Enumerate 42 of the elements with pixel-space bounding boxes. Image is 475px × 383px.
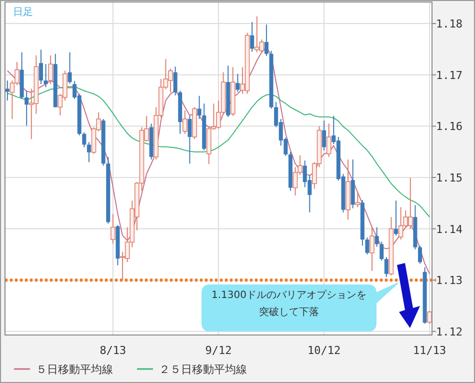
- candlestick: [384, 256, 388, 278]
- candlestick: [264, 24, 268, 56]
- x-tick-label: 8/13: [100, 344, 126, 357]
- candlestick: [370, 227, 374, 272]
- candlestick: [365, 237, 370, 255]
- candlestick: [355, 192, 360, 208]
- y-tick-label: 1.15: [436, 171, 462, 184]
- annotation: 1.1300ドルのバリアオプションを突破して下落: [210, 288, 368, 320]
- candlestick: [44, 64, 48, 88]
- candlestick: [86, 142, 91, 163]
- candlestick: [110, 213, 116, 244]
- annotation: 日足: [13, 7, 33, 18]
- candlestick: [394, 200, 398, 236]
- legend-label: ５日移動平均線: [36, 363, 113, 376]
- y-tick-label: 1.17: [436, 68, 462, 82]
- candlestick: [48, 54, 53, 85]
- y-tick-label: 1.18: [436, 18, 462, 31]
- y-tick-label: 1.13: [436, 274, 462, 288]
- y-tick-label: 1.12: [436, 325, 462, 338]
- candlestick: [326, 123, 332, 158]
- candlestick: [250, 22, 254, 52]
- candlestick: [38, 49, 43, 85]
- candlestick: [197, 95, 202, 120]
- candlestick: [173, 66, 178, 96]
- candlestick: [374, 226, 379, 248]
- candlestick: [82, 132, 86, 148]
- candlestick: [188, 115, 192, 164]
- x-tick-label: 11/13: [413, 344, 446, 357]
- x-tick-label: 9/12: [205, 344, 232, 357]
- y-tick-label: 1.14: [436, 222, 463, 236]
- x-tick-label: 10/12: [307, 344, 341, 357]
- candlestick: [5, 80, 10, 102]
- legend-label: ２５日移動平均線: [159, 363, 247, 376]
- candlestick: [68, 52, 72, 84]
- candlestick: [182, 110, 188, 134]
- candlestick: [24, 90, 29, 126]
- y-tick-label: 1.16: [436, 120, 462, 134]
- candlestick: [418, 245, 422, 264]
- candlestick: [236, 73, 240, 92]
- candlestick: [427, 310, 432, 324]
- candlestick: [380, 241, 384, 262]
- candlestick: [322, 120, 326, 151]
